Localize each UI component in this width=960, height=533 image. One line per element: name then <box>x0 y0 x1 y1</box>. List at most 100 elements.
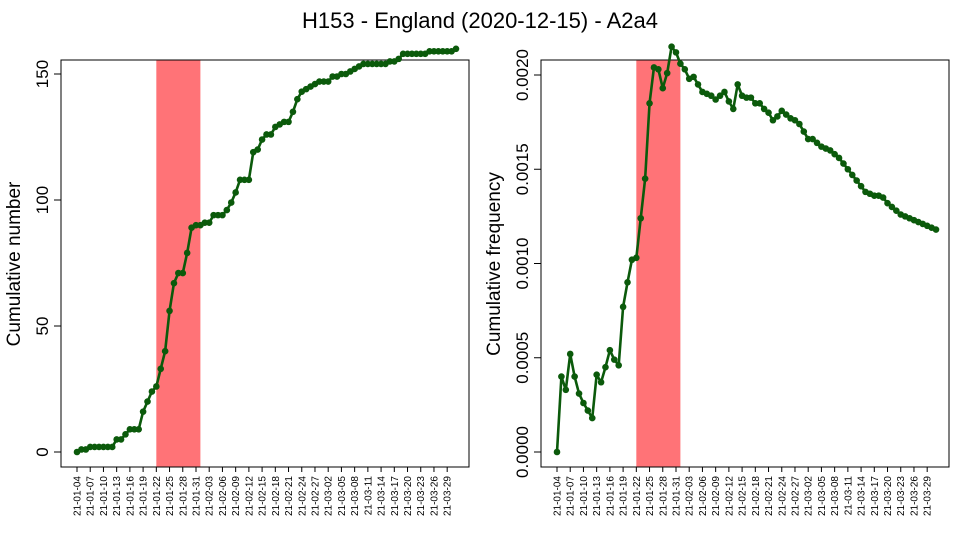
x-tick-label: 21-02-21 <box>284 476 295 516</box>
x-tick-label: 21-01-13 <box>592 476 603 516</box>
x-tick-label: 21-03-20 <box>883 476 894 516</box>
data-point <box>707 92 715 100</box>
data-point <box>677 60 684 67</box>
data-point <box>144 398 151 405</box>
x-tick-label: 21-01-31 <box>671 476 682 516</box>
data-point <box>122 431 129 438</box>
x-tick-label: 21-03-14 <box>377 476 388 516</box>
data-point <box>223 206 231 214</box>
data-point <box>791 116 799 124</box>
x-tick-label: 21-03-05 <box>337 476 348 516</box>
x-tick-label: 21-01-22 <box>632 476 643 516</box>
data-point <box>826 147 834 154</box>
x-tick-label: 21-01-31 <box>191 476 202 516</box>
data-point <box>725 98 733 105</box>
data-point <box>289 108 297 116</box>
x-tick-label: 21-01-25 <box>645 476 656 516</box>
x-tick-label: 21-03-08 <box>830 476 841 516</box>
data-point <box>712 96 719 103</box>
data-point <box>619 303 627 311</box>
x-tick-label: 21-03-23 <box>896 476 907 516</box>
data-point <box>747 94 755 101</box>
x-tick-label: 21-03-02 <box>324 476 335 516</box>
data-point <box>637 214 645 222</box>
x-tick-label: 21-01-07 <box>566 476 577 516</box>
data-point <box>809 135 816 143</box>
data-point <box>615 361 622 369</box>
x-tick-label: 21-01-22 <box>152 476 163 516</box>
y-axis-label: Cumulative number <box>4 181 25 346</box>
data-point <box>659 84 667 92</box>
data-point <box>668 43 675 51</box>
highlight-band <box>156 60 201 467</box>
x-tick-label: 21-03-29 <box>443 476 454 516</box>
y-tick-label: 0.0015 <box>513 143 532 195</box>
data-point <box>844 165 852 173</box>
data-point <box>610 356 618 363</box>
data-point <box>575 390 583 397</box>
data-point <box>593 371 600 379</box>
data-point <box>813 139 821 147</box>
data-point <box>879 194 887 201</box>
x-tick-label: 21-01-25 <box>165 476 176 516</box>
chart-title: H153 - England (2020-12-15) - A2a4 <box>302 8 658 33</box>
data-point <box>729 105 737 113</box>
y-tick-label: 0.0010 <box>513 238 532 290</box>
data-point <box>232 189 239 196</box>
x-tick-label: 21-03-23 <box>416 476 427 516</box>
data-point <box>254 146 261 153</box>
x-tick-label: 21-03-26 <box>909 476 920 516</box>
y-tick-label: 0.0020 <box>513 49 532 101</box>
data-point <box>219 211 226 219</box>
x-tick-label: 21-01-19 <box>619 476 630 516</box>
x-tick-label: 21-02-21 <box>764 476 775 516</box>
data-point <box>588 414 596 422</box>
x-tick-label: 21-03-17 <box>870 476 881 516</box>
x-tick-label: 21-01-16 <box>605 476 616 516</box>
y-tick-label: 150 <box>33 60 52 88</box>
x-tick-label: 21-03-29 <box>923 476 934 516</box>
x-tick-label: 21-03-11 <box>363 476 374 516</box>
data-point <box>395 55 403 63</box>
x-tick-label: 21-02-24 <box>297 476 308 516</box>
x-tick-label: 21-02-12 <box>244 476 255 516</box>
x-tick-label: 21-02-12 <box>724 476 735 516</box>
data-point <box>932 226 940 233</box>
data-point <box>774 113 781 120</box>
series-line <box>76 47 457 454</box>
data-point <box>267 131 275 138</box>
data-point <box>716 92 724 100</box>
data-point <box>857 182 865 190</box>
x-tick-label: 21-02-06 <box>698 476 709 516</box>
data-point <box>452 45 460 53</box>
x-tick-label: 21-02-03 <box>685 476 696 516</box>
x-tick-label: 21-01-16 <box>125 476 136 516</box>
data-point <box>769 116 777 124</box>
x-tick-label: 21-02-06 <box>218 476 229 516</box>
data-point <box>602 363 609 371</box>
x-tick-label: 21-01-04 <box>73 476 84 516</box>
data-point <box>778 107 786 115</box>
data-point <box>760 105 768 113</box>
data-point <box>566 350 574 358</box>
data-point <box>558 373 565 380</box>
data-point <box>117 436 125 443</box>
x-tick-label: 21-03-20 <box>403 476 414 516</box>
x-tick-label: 21-03-26 <box>429 476 440 516</box>
data-point <box>324 78 332 85</box>
data-point <box>584 407 592 414</box>
data-point <box>245 176 253 184</box>
y-tick-label: 50 <box>33 317 52 336</box>
x-tick-label: 21-02-09 <box>231 476 242 516</box>
y-tick-label: 0.0000 <box>513 426 532 478</box>
data-point <box>183 249 191 257</box>
x-tick-label: 21-01-19 <box>139 476 150 516</box>
data-point <box>796 120 803 128</box>
data-point <box>782 111 790 118</box>
data-point <box>800 128 808 135</box>
data-point <box>646 99 653 107</box>
data-point <box>157 365 165 373</box>
data-point <box>227 199 235 206</box>
